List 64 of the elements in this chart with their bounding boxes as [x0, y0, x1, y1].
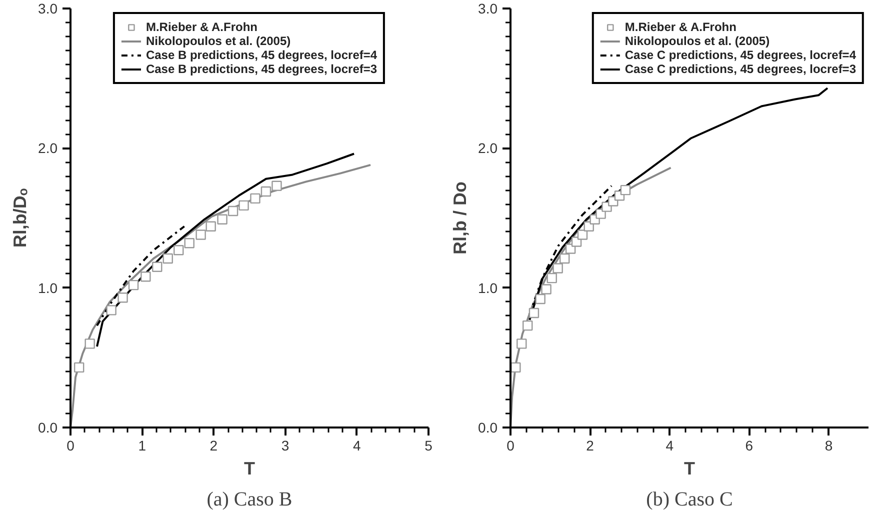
y-tick-label: 2.0 [38, 140, 58, 156]
point [260, 186, 272, 197]
text: (a) Caso B [206, 488, 292, 510]
point [238, 200, 249, 211]
y-axis-title: Rl,b/Dₒ [10, 188, 30, 248]
x-tick-label: 1 [138, 438, 146, 454]
x-tick-label: 0 [506, 438, 515, 454]
point [228, 206, 238, 216]
x-tick-label: 0 [66, 438, 75, 454]
point [516, 338, 527, 349]
point [510, 362, 521, 373]
y-tick-label: 3.0 [38, 0, 58, 16]
point [217, 214, 228, 224]
point [206, 221, 216, 232]
y-tick-label: 0.0 [478, 420, 498, 436]
legend-label: M.Rieber & A.Frohn [624, 20, 736, 34]
point [196, 230, 206, 240]
point [250, 193, 260, 204]
point [528, 308, 540, 318]
x-tick-label: 2 [586, 438, 594, 454]
point [541, 284, 552, 294]
point [272, 180, 282, 191]
point [535, 294, 546, 304]
point [174, 245, 184, 256]
legend-label: Case C predictions, 45 degrees, locref=3 [624, 62, 856, 76]
point [522, 320, 533, 331]
y-tick-label: 2.0 [478, 140, 498, 156]
point [74, 362, 84, 373]
legend-label: Nikolopoulos et al. (2005) [624, 34, 770, 48]
text: (b) Caso C [646, 488, 733, 510]
point [106, 305, 116, 316]
point [552, 263, 563, 274]
x-tick-label: 6 [745, 438, 754, 454]
point [140, 272, 151, 282]
x-tick-label: 4 [666, 438, 674, 454]
legend-label: Case C predictions, 45 degrees, locref=4 [624, 48, 856, 62]
point [128, 280, 139, 290]
x-tick-label: 4 [353, 438, 362, 454]
line-series [70, 164, 372, 428]
x-axis-title: T [684, 458, 695, 478]
legend-label: Case B predictions, 45 degrees, locref=3 [146, 62, 378, 76]
point [84, 338, 95, 349]
y-tick-label: 1.0 [478, 280, 498, 296]
point [162, 253, 173, 264]
legend-label: Case B predictions, 45 degrees, locref=4 [146, 48, 378, 62]
x-tick-label: 3 [281, 438, 290, 454]
legend-label: M.Rieber & A.Frohn [146, 20, 258, 34]
x-tick-label: 8 [824, 438, 833, 454]
point [620, 184, 631, 196]
point [184, 238, 194, 248]
y-axis-title: Rl,b / Do [450, 181, 470, 254]
point [577, 230, 588, 240]
y-tick-label: 0.0 [38, 420, 58, 436]
point [560, 253, 570, 264]
x-axis-title: T [244, 458, 255, 478]
y-tick-label: 3.0 [478, 0, 498, 16]
x-tick-label: 5 [424, 438, 433, 454]
point [546, 272, 557, 284]
x-tick-label: 2 [210, 438, 218, 454]
point [152, 262, 162, 272]
y-tick-label: 1.0 [38, 280, 58, 296]
legend-label: Nikolopoulos et al. (2005) [146, 34, 291, 48]
line-series [96, 152, 356, 348]
point [118, 292, 128, 303]
